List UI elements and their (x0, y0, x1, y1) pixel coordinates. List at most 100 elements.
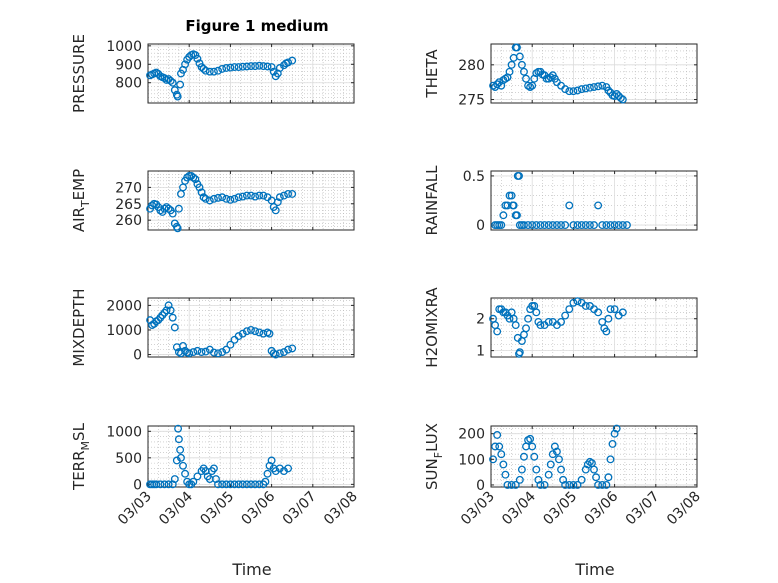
data-point (618, 221, 627, 230)
data-point (569, 480, 578, 489)
data-point (598, 81, 607, 90)
data-point (590, 83, 598, 91)
data-point (160, 480, 169, 489)
y-axis-label-base: H2OMIXRA (423, 287, 441, 368)
data-point (526, 434, 535, 443)
data-point (179, 461, 187, 470)
data-point (505, 67, 514, 76)
y-tick-label: 270 (115, 180, 142, 196)
data-point (209, 348, 218, 357)
data-point (181, 469, 190, 478)
data-point (528, 221, 537, 230)
y-axis-label-subscript: M (79, 441, 92, 451)
y-tick-label: 0.5 (463, 169, 485, 185)
y-axis-label-base: THETA (423, 49, 441, 99)
data-point (569, 221, 578, 230)
data-point (495, 442, 504, 451)
y-axis-label-base: MIXDEPTH (70, 288, 88, 366)
data-point (573, 297, 582, 306)
data-point (177, 453, 185, 462)
data-point (528, 442, 537, 451)
data-point (168, 209, 177, 218)
data-point (170, 86, 179, 95)
y-axis-label-base: TERR (70, 450, 88, 491)
data-point (515, 348, 524, 357)
data-point (499, 211, 508, 220)
data-point (577, 221, 586, 230)
data-point (618, 95, 627, 104)
data-point (561, 311, 570, 320)
data-point (226, 195, 235, 204)
data-point (195, 183, 204, 192)
data-point (209, 67, 218, 76)
data-point (507, 191, 516, 200)
y-tick-label: 265 (115, 197, 142, 213)
data-point (606, 455, 615, 464)
data-point (552, 447, 561, 456)
data-point (251, 327, 260, 336)
data-point (555, 455, 563, 464)
y-tick-label: 500 (115, 451, 142, 467)
y-axis-label: SUNFLUX (423, 423, 445, 490)
data-point (226, 340, 235, 349)
data-point (201, 66, 210, 75)
data-point (522, 324, 530, 333)
data-point (507, 60, 516, 69)
data-point (218, 193, 227, 202)
data-point (209, 464, 218, 473)
y-tick-label: 200 (458, 427, 485, 443)
subplot-4: 0 0.5 RAINFALL (423, 165, 698, 236)
data-point (513, 43, 521, 52)
data-point (173, 92, 182, 101)
data-point (511, 480, 520, 489)
y-tick-label: 0 (476, 478, 485, 494)
data-point (214, 66, 222, 75)
data-point (214, 349, 222, 358)
data-point (612, 424, 621, 433)
y-axis-label: AIRTEMP (70, 169, 92, 232)
data-point (284, 58, 293, 67)
subplot-2: 275 280 THETA (423, 43, 698, 109)
data-point (602, 480, 611, 489)
data-point (238, 62, 247, 71)
data-point (191, 175, 200, 184)
data-point (164, 480, 173, 489)
y-axis-label-subscript: T (79, 200, 92, 208)
data-point (168, 78, 177, 87)
data-point (288, 56, 297, 65)
data-point (238, 192, 247, 201)
data-point (548, 450, 557, 459)
data-point (226, 63, 235, 72)
data-point (509, 201, 518, 210)
data-point (197, 348, 206, 357)
y-axis-label-base: RAINFALL (423, 165, 441, 236)
data-point (515, 475, 524, 484)
data-point (536, 221, 545, 230)
data-point (284, 345, 293, 354)
data-point (581, 465, 590, 474)
data-point (251, 192, 260, 201)
data-point (247, 62, 255, 71)
x-axis-label-right: Time (574, 560, 614, 579)
data-point (618, 308, 627, 317)
data-point (610, 221, 619, 230)
data-point (606, 305, 615, 314)
data-point (544, 221, 553, 230)
y-axis-label: PRESSURE (70, 34, 88, 113)
y-axis-label: RAINFALL (423, 165, 441, 236)
data-point (230, 194, 239, 203)
data-point (546, 73, 555, 82)
data-point (557, 465, 565, 474)
data-point (222, 345, 231, 354)
data-point (170, 475, 179, 483)
data-point (536, 321, 545, 330)
data-point (565, 305, 574, 314)
data-point (557, 317, 565, 326)
data-point (261, 477, 270, 486)
data-point (573, 480, 582, 489)
y-tick-label: 0 (476, 218, 485, 234)
data-point (610, 305, 619, 314)
y-tick-label: 0 (133, 348, 142, 364)
data-point (259, 62, 268, 71)
data-point (234, 480, 243, 489)
